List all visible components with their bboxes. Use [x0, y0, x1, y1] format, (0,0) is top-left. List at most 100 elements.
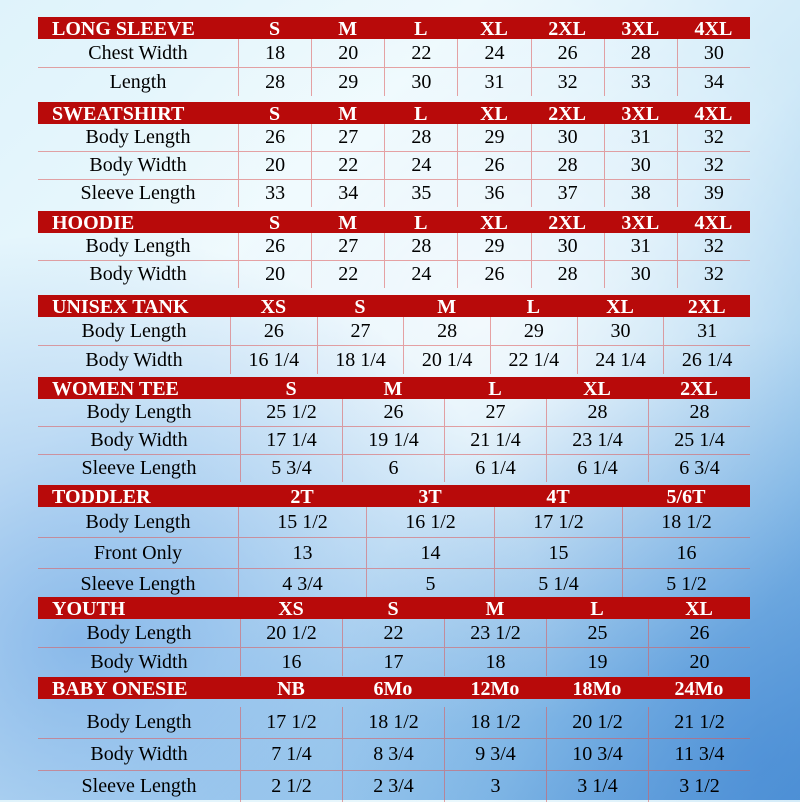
- size-label: L: [414, 103, 428, 125]
- size-label: XS: [278, 598, 304, 620]
- measurement-value: 30: [384, 68, 457, 96]
- size-label: S: [269, 103, 281, 125]
- measurement-value: 30: [603, 152, 677, 179]
- section-title: SWEATSHIRT: [52, 103, 185, 125]
- measurement-value: 16: [622, 538, 750, 568]
- measurement-label: Body Length: [85, 511, 191, 533]
- measurement-value: 26: [342, 399, 444, 426]
- measurement-value: 34: [311, 180, 384, 207]
- measurement-value: 33: [603, 68, 677, 96]
- section-title: HOODIE: [52, 212, 135, 234]
- measurement-value: 26: [457, 152, 530, 179]
- measurement-value: 20 1/4: [403, 346, 490, 374]
- measurement-value: 26: [457, 261, 530, 288]
- measurement-value: 22: [311, 152, 384, 179]
- size-section: HOODIE S M L XL 2XL 3XL 4XL Body Length 26 27 28 29 3…: [38, 211, 750, 288]
- measurement-value: 18 1/2: [342, 707, 444, 738]
- measurement-value: 13: [238, 538, 366, 568]
- measurement-value: 37: [530, 180, 604, 207]
- measurement-value: 20 1/2: [546, 707, 648, 738]
- measurement-label: Body Width: [89, 263, 187, 285]
- table-row: Chest Width 18 20 22 24 26 28 30: [38, 39, 750, 68]
- measurement-value: 28: [403, 317, 490, 345]
- measurement-value: 39: [676, 180, 750, 207]
- size-label: 6Mo: [373, 678, 413, 700]
- measurement-value: 22: [342, 619, 444, 647]
- measurement-value: 25: [546, 619, 648, 647]
- measurement-value: 21 1/4: [444, 427, 546, 454]
- size-section: UNISEX TANK XS S M L XL 2XL Body Length 26 27 28 29…: [38, 295, 750, 374]
- section-title: YOUTH: [52, 598, 126, 620]
- size-label: XS: [260, 296, 287, 318]
- measurement-label: Sleeve Length: [81, 457, 197, 479]
- measurement-value: 20: [238, 261, 311, 288]
- measurement-label: Body Length: [85, 235, 191, 257]
- section-title: WOMEN TEE: [52, 378, 179, 400]
- measurement-value: 20: [648, 648, 750, 676]
- measurement-value: 16 1/2: [366, 507, 494, 537]
- measurement-value: 17 1/2: [240, 707, 342, 738]
- measurement-value: 31: [603, 124, 677, 151]
- measurement-value: 24: [384, 261, 457, 288]
- measurement-value: 6 1/4: [546, 455, 648, 482]
- measurement-value: 31: [603, 233, 677, 260]
- measurement-value: 36: [457, 180, 530, 207]
- measurement-label: Sleeve Length: [80, 573, 196, 595]
- measurement-value: 21 1/2: [648, 707, 750, 738]
- measurement-value: 31: [663, 317, 750, 345]
- size-label: M: [338, 212, 358, 234]
- measurement-value: 28: [530, 261, 604, 288]
- size-label: 4XL: [694, 103, 733, 125]
- measurement-label: Body Length: [86, 711, 192, 733]
- measurement-label: Front Only: [93, 542, 183, 564]
- size-label: 2XL: [680, 378, 718, 400]
- size-label: 24Mo: [674, 678, 724, 700]
- table-row: Body Length 20 1/2 22 23 1/2 25 26: [38, 619, 750, 648]
- measurement-value: 32: [676, 124, 750, 151]
- measurement-value: 27: [311, 233, 384, 260]
- measurement-value: 24: [457, 39, 530, 67]
- measurement-value: 28: [384, 124, 457, 151]
- measurement-value: 27: [316, 317, 404, 345]
- measurement-value: 6 1/4: [444, 455, 546, 482]
- size-label: 5/6T: [666, 486, 706, 508]
- measurement-value: 27: [311, 124, 384, 151]
- section-header: TODDLER 2T 3T 4T 5/6T: [38, 485, 750, 508]
- measurement-value: 5 3/4: [240, 455, 342, 482]
- table-row: Length 28 29 30 31 32 33 34: [38, 68, 750, 96]
- measurement-label: Chest Width: [88, 42, 188, 64]
- size-section: YOUTH XS S M L XL Body Length 20 1/2 22 23 1/2 25 2…: [38, 597, 750, 676]
- size-label: S: [269, 212, 281, 234]
- measurement-value: 17 1/4: [240, 427, 342, 454]
- size-label: M: [437, 296, 457, 318]
- measurement-label: Sleeve Length: [81, 775, 197, 797]
- measurement-value: 32: [676, 233, 750, 260]
- measurement-value: 23 1/2: [444, 619, 546, 647]
- section-header: BABY ONESIE NB 6Mo 12Mo 18Mo 24Mo: [38, 677, 750, 700]
- size-section: LONG SLEEVE S M L XL 2XL 3XL 4XL Chest Width 18 20…: [38, 17, 750, 96]
- size-label: 2XL: [548, 212, 587, 234]
- measurement-value: 14: [366, 538, 494, 568]
- measurement-value: 30: [530, 124, 604, 151]
- size-label: M: [383, 378, 403, 400]
- measurement-value: 17: [342, 648, 444, 676]
- table-row: Body Length 26 27 28 29 30 31: [38, 317, 750, 346]
- measurement-value: 34: [676, 68, 750, 96]
- measurement-value: 24: [384, 152, 457, 179]
- measurement-value: 32: [676, 152, 750, 179]
- size-label: XL: [606, 296, 634, 318]
- measurement-value: 35: [384, 180, 457, 207]
- table-row: Body Length 26 27 28 29 30 31 32: [38, 233, 750, 261]
- measurement-value: 28: [530, 152, 604, 179]
- table-row: Sleeve Length 4 3/4 5 5 1/4 5 1/2: [38, 569, 750, 599]
- measurement-value: 38: [603, 180, 677, 207]
- table-row: Body Width 16 1/4 18 1/4 20 1/4 22 1/4 24 1/4…: [38, 346, 750, 374]
- measurement-value: 26: [648, 619, 750, 647]
- measurement-value: 18 1/2: [444, 707, 546, 738]
- section-title: BABY ONESIE: [52, 678, 188, 700]
- table-row: Body Width 20 22 24 26 28 30 32: [38, 261, 750, 288]
- measurement-value: 28: [603, 39, 677, 67]
- size-label: 3T: [418, 486, 442, 508]
- table-row: Body Width 17 1/4 19 1/4 21 1/4 23 1/4 25 1/4: [38, 427, 750, 455]
- measurement-value: 29: [457, 233, 530, 260]
